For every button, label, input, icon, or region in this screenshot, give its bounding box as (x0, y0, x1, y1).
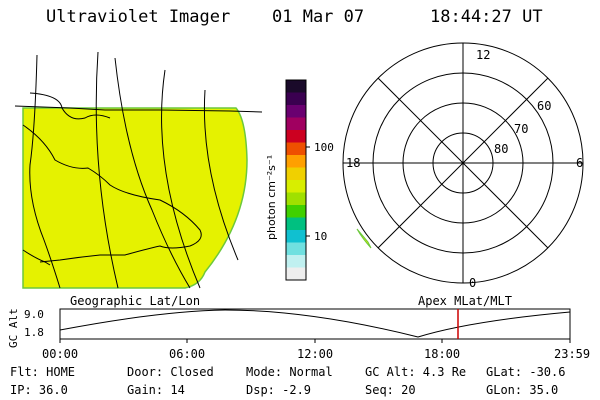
status-glat: GLat: -30.6 (486, 365, 566, 379)
colorbar-segment (286, 242, 306, 256)
colorbar-segment (286, 142, 306, 156)
status-mode: Mode: Normal (246, 365, 333, 379)
colorbar: 100 10 photon cm⁻²s⁻¹ (265, 79, 334, 281)
polar-diagonal (377, 77, 549, 249)
colorbar-segment (286, 230, 306, 243)
lat-lon-grid (29, 51, 239, 289)
mlat-label-60: 60 (537, 99, 551, 113)
status-dsp: Dsp: -2.9 (246, 383, 312, 397)
image-date: 01 Mar 07 (272, 7, 365, 27)
status-ip: IP: 36.0 (10, 383, 68, 397)
altitude-plot: 9.0 1.8 GC Alt 00:00 06:00 12:00 18:00 2… (7, 308, 590, 361)
mlt-label-12: 12 (476, 48, 490, 62)
left-panel-caption: Geographic Lat/Lon (70, 294, 200, 308)
altitude-ytick-min: 1.8 (24, 326, 44, 339)
colorbar-unit-label: photon cm⁻²s⁻¹ (265, 155, 278, 240)
colorbar-tick-label: 100 (314, 141, 334, 154)
colorbar-segment (286, 180, 306, 193)
altitude-xtick: 12:00 (297, 347, 333, 361)
status-gain: Gain: 14 (127, 383, 185, 397)
mlat-label-70: 70 (514, 122, 528, 136)
altitude-xtick: 06:00 (169, 347, 205, 361)
mlt-label-0: 0 (469, 276, 476, 290)
altitude-curve (59, 309, 571, 338)
coastlines (14, 92, 263, 266)
colorbar-segment (286, 92, 306, 106)
status-door: Door: Closed (127, 365, 214, 379)
image-time: 18:44:27 UT (430, 7, 543, 27)
mlat-label-80: 80 (494, 142, 508, 156)
colorbar-segment (286, 80, 306, 93)
geographic-image (14, 51, 263, 289)
altitude-xtick: 23:59 (554, 347, 590, 361)
colorbar-frame (285, 79, 307, 281)
colorbar-segment (286, 130, 306, 143)
auroral-emission-region (22, 107, 248, 289)
status-seq: Seq: 20 (365, 383, 416, 397)
altitude-xtick: 00:00 (42, 347, 78, 361)
mlt-label-6: 6 (576, 156, 583, 170)
colorbar-segment (286, 267, 306, 281)
colorbar-segment (286, 105, 306, 118)
status-gc-alt: GC Alt: 4.3 Re (365, 365, 467, 379)
status-flt: Flt: HOME (10, 365, 76, 379)
mlt-label-18: 18 (346, 156, 360, 170)
status-glon: GLon: 35.0 (486, 383, 559, 397)
right-panel-caption: Apex MLat/MLT (418, 294, 512, 308)
colorbar-segment (286, 255, 306, 268)
altitude-xtick: 18:00 (424, 347, 460, 361)
altitude-ytick-max: 9.0 (24, 308, 44, 321)
colorbar-segment (286, 192, 306, 206)
colorbar-segment (286, 155, 306, 168)
polar-emission-patch (356, 228, 372, 249)
colorbar-tick-label: 10 (314, 230, 327, 243)
polar-grid (342, 42, 584, 284)
altitude-plot-frame (59, 308, 571, 340)
colorbar-segment (286, 117, 306, 131)
colorbar-segment (286, 167, 306, 181)
colorbar-segment (286, 205, 306, 218)
colorbar-segment (286, 217, 306, 231)
instrument-title: Ultraviolet Imager (46, 7, 231, 27)
altitude-ylabel: GC Alt (7, 308, 20, 348)
